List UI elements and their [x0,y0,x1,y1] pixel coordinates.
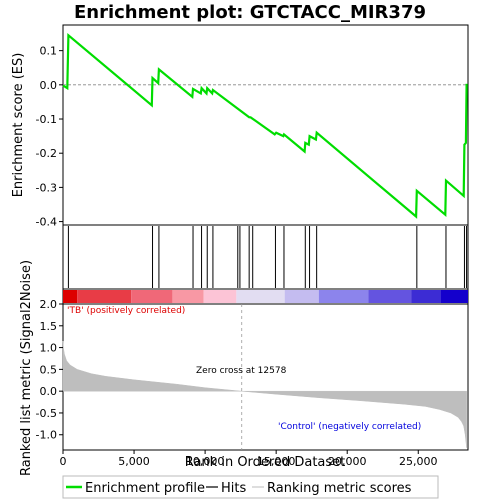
metric-layer: 2.0 1.5 1.0 0.5 0.0 -0.5 -1.00 5,000 10,000 15,00… [36,298,467,468]
chart-title: Enrichment plot: GTCTACC_MIR379 [74,2,426,23]
heatbar-segment [236,290,285,303]
x-tick-label: 5,000 [118,455,150,468]
metric-y-tick-label: 2.0 [40,298,58,311]
metric-y-tick-label: -0.5 [36,407,57,420]
heatbar-segment [63,290,78,303]
x-tick-label: 10,000 [186,455,225,468]
es-panel-frame [62,24,469,226]
metric-y-tick-label: 1.0 [40,342,58,355]
x-tick-label: 20,000 [328,455,367,468]
legend-label-enrichment: Enrichment profile [85,481,205,496]
metric-y-axis-label: Ranked list metric (Signal2Noise) [19,260,34,476]
es-y-axis-label: Enrichment score (ES) [11,53,26,198]
x-tick-label: 25,000 [399,455,438,468]
es-layer: 0.1 0.0 -0.1 -0.2 -0.3 -0.4 [36,32,468,229]
hits-layer [67,226,468,288]
es-y-tick-label: -0.4 [36,216,57,229]
x-axis-label: Rank in Ordered Dataset [185,455,346,470]
legend-label-metric: Ranking metric scores [267,481,412,496]
es-y-tick-label: -0.3 [36,181,57,194]
heatbar-segment [131,290,173,303]
metric-y-tick-label: 0.0 [40,385,58,398]
es-y-tick-label: 0.1 [40,45,58,58]
heatbar-segment [411,290,441,303]
metric-y-tick-label: 1.5 [40,320,58,333]
hits-panel-frame [62,224,469,290]
negative-correlation-label: 'Control' (negatively correlated) [278,422,421,432]
zero-cross-label: Zero cross at 12578 [196,366,287,376]
legend-label-hits: Hits [221,481,246,496]
legend-frame [62,475,439,499]
enrichment-profile-line [62,32,468,219]
es-y-tick-label: 0.0 [40,79,58,92]
heatbar-segment [318,290,369,303]
es-y-tick-label: -0.2 [36,147,57,160]
metric-y-tick-label: -1.0 [36,429,57,442]
heatbar-segment [368,290,412,303]
metric-y-tick-label: 0.5 [40,363,58,376]
heatbar-segment [441,290,468,303]
heatbar-segment [172,290,204,303]
heatbar-layer [63,290,468,303]
positive-correlation-label: 'TB' (positively correlated) [67,306,185,316]
x-tick-label: 15,000 [257,455,296,468]
heatbar-segment [203,290,237,303]
ranking-metric-area [62,340,467,448]
heatbar-segment [77,290,132,303]
x-tick-label: 0 [60,455,67,468]
es-y-tick-label: -0.1 [36,113,57,126]
heatbar-segment [284,290,319,303]
